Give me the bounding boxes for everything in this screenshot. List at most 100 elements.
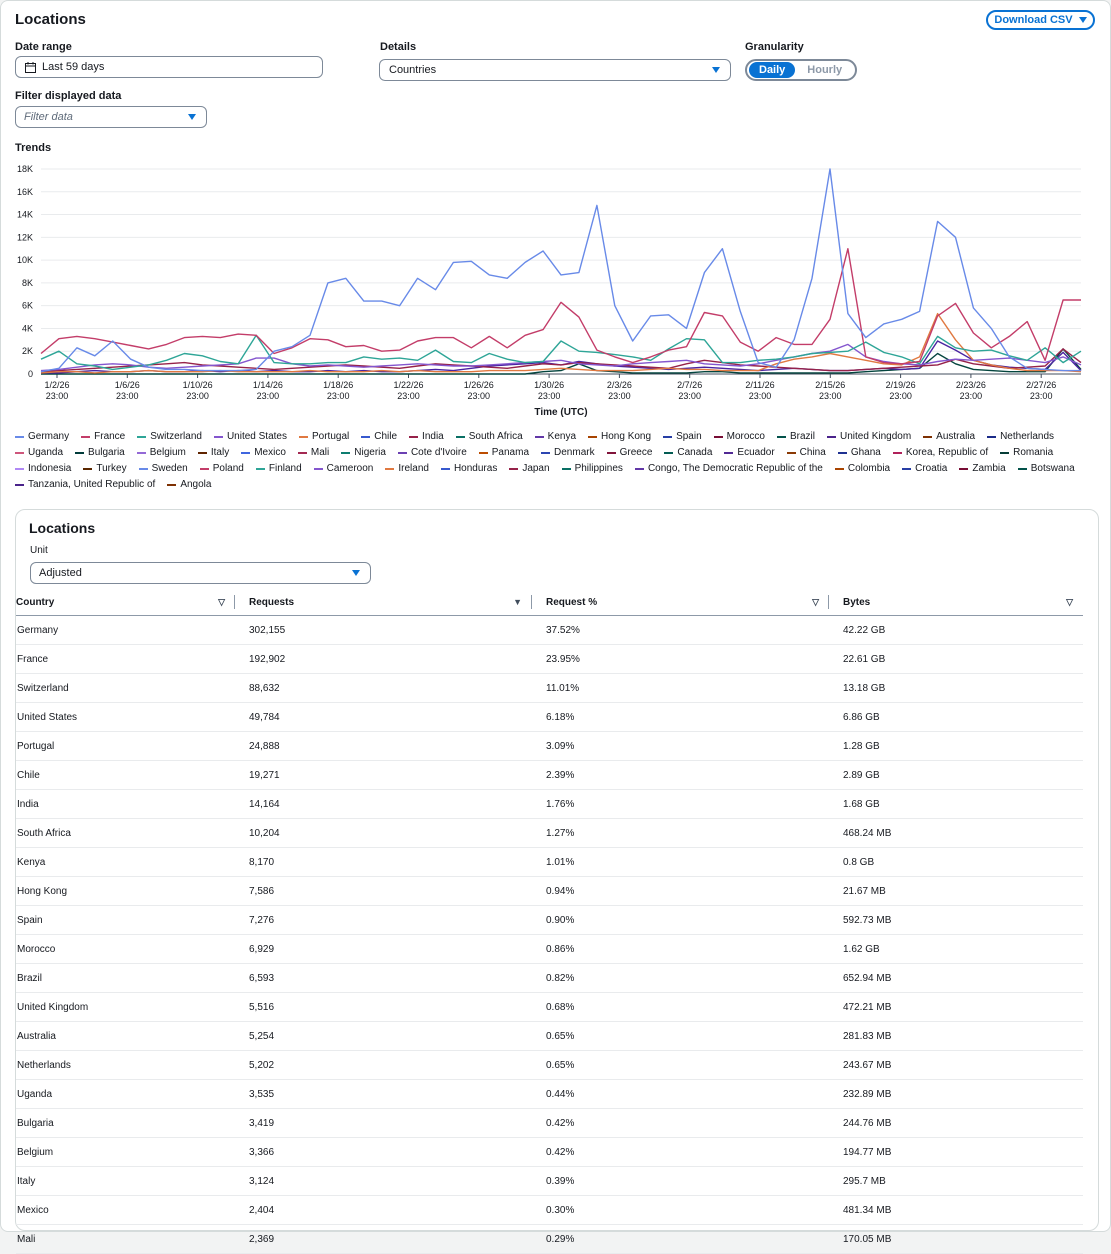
legend-item[interactable]: Uganda xyxy=(15,446,63,459)
granularity-daily[interactable]: Daily xyxy=(749,62,796,78)
legend-item[interactable]: Ghana xyxy=(837,446,881,459)
legend-item[interactable]: Brazil xyxy=(777,430,815,443)
column-label: Bytes xyxy=(843,596,871,608)
legend-item[interactable]: Zambia xyxy=(959,462,1006,475)
granularity-hourly[interactable]: Hourly xyxy=(807,64,843,76)
legend-item[interactable]: China xyxy=(786,446,826,459)
sort-icon[interactable]: ▽ xyxy=(812,596,819,607)
legend-item[interactable]: Germany xyxy=(15,430,69,443)
y-tick-label: 10K xyxy=(17,255,33,265)
table-row: Mali 2,369 0.29% 170.05 MB xyxy=(16,1224,1083,1254)
legend-item[interactable]: United Kingdom xyxy=(827,430,911,443)
legend-label: Denmark xyxy=(554,447,595,458)
legend-item[interactable]: Sweden xyxy=(138,462,188,475)
legend-swatch xyxy=(341,451,351,454)
legend-item[interactable]: Philippines xyxy=(561,462,623,475)
legend-item[interactable]: Chile xyxy=(361,430,397,443)
legend-item[interactable]: Denmark xyxy=(541,446,595,459)
legend-item[interactable]: Cote d'Ivoire xyxy=(397,446,467,459)
cell-country: South Africa xyxy=(16,818,235,848)
legend-item[interactable]: Spain xyxy=(663,430,702,443)
legend-item[interactable]: Panama xyxy=(478,446,529,459)
legend-item[interactable]: Botswana xyxy=(1017,462,1075,475)
legend-item[interactable]: Angola xyxy=(167,478,211,491)
legend-item[interactable]: Honduras xyxy=(440,462,497,475)
download-csv-button[interactable]: Download CSV xyxy=(986,10,1095,30)
table-row: Australia 5,254 0.65% 281.83 MB xyxy=(16,1021,1083,1051)
cell-requests: 24,888 xyxy=(235,731,532,761)
cell-request-pct: 3.09% xyxy=(532,731,829,761)
legend-item[interactable]: Nigeria xyxy=(341,446,386,459)
details-select[interactable]: Countries xyxy=(379,59,731,81)
legend-item[interactable]: Mexico xyxy=(241,446,286,459)
cell-country: Hong Kong xyxy=(16,876,235,906)
legend-label: Colombia xyxy=(847,463,891,474)
cell-requests: 3,419 xyxy=(235,1108,532,1138)
date-range-picker[interactable]: Last 59 days xyxy=(15,56,323,78)
legend-item[interactable]: Australia xyxy=(923,430,975,443)
legend-item[interactable]: Morocco xyxy=(713,430,765,443)
legend-item[interactable]: Switzerland xyxy=(137,430,202,443)
legend-item[interactable]: Colombia xyxy=(834,462,891,475)
cell-requests: 14,164 xyxy=(235,789,532,819)
chevron-down-icon xyxy=(712,67,720,73)
legend-item[interactable]: Finland xyxy=(255,462,302,475)
column-header-requests[interactable]: Requests ▼ xyxy=(235,589,532,616)
sort-icon[interactable]: ▽ xyxy=(218,596,225,607)
sort-icon[interactable]: ▽ xyxy=(1066,596,1073,607)
legend-item[interactable]: Turkey xyxy=(83,462,127,475)
legend-item[interactable]: Mali xyxy=(297,446,329,459)
legend-item[interactable]: United States xyxy=(213,430,287,443)
x-tick-label: 2/3/26 23:00 xyxy=(607,380,632,401)
legend-item[interactable]: Korea, Republic of xyxy=(892,446,988,459)
cell-country: Portugal xyxy=(16,731,235,761)
legend-item[interactable]: Netherlands xyxy=(987,430,1054,443)
legend-label: Congo, The Democratic Republic of the xyxy=(647,463,823,474)
legend-item[interactable]: India xyxy=(409,430,444,443)
legend-item[interactable]: Romania xyxy=(1000,446,1053,459)
legend-item[interactable]: France xyxy=(81,430,125,443)
legend-item[interactable]: Hong Kong xyxy=(588,430,651,443)
legend-item[interactable]: Ireland xyxy=(385,462,429,475)
legend-swatch xyxy=(81,435,91,438)
calendar-icon xyxy=(25,61,36,73)
cell-requests: 5,202 xyxy=(235,1050,532,1080)
legend-item[interactable]: Italy xyxy=(197,446,229,459)
legend-item[interactable]: South Africa xyxy=(455,430,523,443)
column-header-bytes[interactable]: Bytes ▽ xyxy=(829,589,1083,616)
legend-item[interactable]: Cameroon xyxy=(313,462,374,475)
legend-item[interactable]: Portugal xyxy=(299,430,349,443)
legend-item[interactable]: Japan xyxy=(509,462,550,475)
sort-desc-icon[interactable]: ▼ xyxy=(513,597,522,607)
y-tick-label: 16K xyxy=(17,187,33,197)
table-row: Belgium 3,366 0.42% 194.77 MB xyxy=(16,1137,1083,1167)
legend-label: Cameroon xyxy=(326,463,374,474)
legend-item[interactable]: Croatia xyxy=(902,462,947,475)
cell-requests: 6,593 xyxy=(235,963,532,993)
legend-item[interactable]: Ecuador xyxy=(724,446,775,459)
legend-item[interactable]: Belgium xyxy=(136,446,186,459)
y-tick-label: 6K xyxy=(22,301,33,311)
legend-item[interactable]: Kenya xyxy=(534,430,576,443)
cell-request-pct: 1.01% xyxy=(532,847,829,877)
legend-item[interactable]: Poland xyxy=(199,462,244,475)
cell-request-pct: 0.82% xyxy=(532,963,829,993)
legend-item[interactable]: Congo, The Democratic Republic of the xyxy=(634,462,823,475)
legend-swatch xyxy=(197,451,207,454)
cell-request-pct: 23.95% xyxy=(532,644,829,674)
legend-item[interactable]: Indonesia xyxy=(15,462,71,475)
legend-item[interactable]: Tanzania, United Republic of xyxy=(15,478,155,491)
legend-item[interactable]: Bulgaria xyxy=(75,446,125,459)
unit-select[interactable]: Adjusted xyxy=(30,562,371,584)
cell-country: France xyxy=(16,644,235,674)
filter-data-select[interactable]: Filter data xyxy=(15,106,207,128)
legend-item[interactable]: Greece xyxy=(606,446,652,459)
cell-requests: 6,929 xyxy=(235,934,532,964)
cell-bytes: 22.61 GB xyxy=(829,644,1083,674)
table-row: Kenya 8,170 1.01% 0.8 GB xyxy=(16,847,1083,877)
table-row: Portugal 24,888 3.09% 1.28 GB xyxy=(16,731,1083,761)
column-header-country[interactable]: Country ▽ xyxy=(16,589,235,616)
legend-item[interactable]: Canada xyxy=(664,446,712,459)
column-header-request-pct[interactable]: Request % ▽ xyxy=(532,589,829,616)
